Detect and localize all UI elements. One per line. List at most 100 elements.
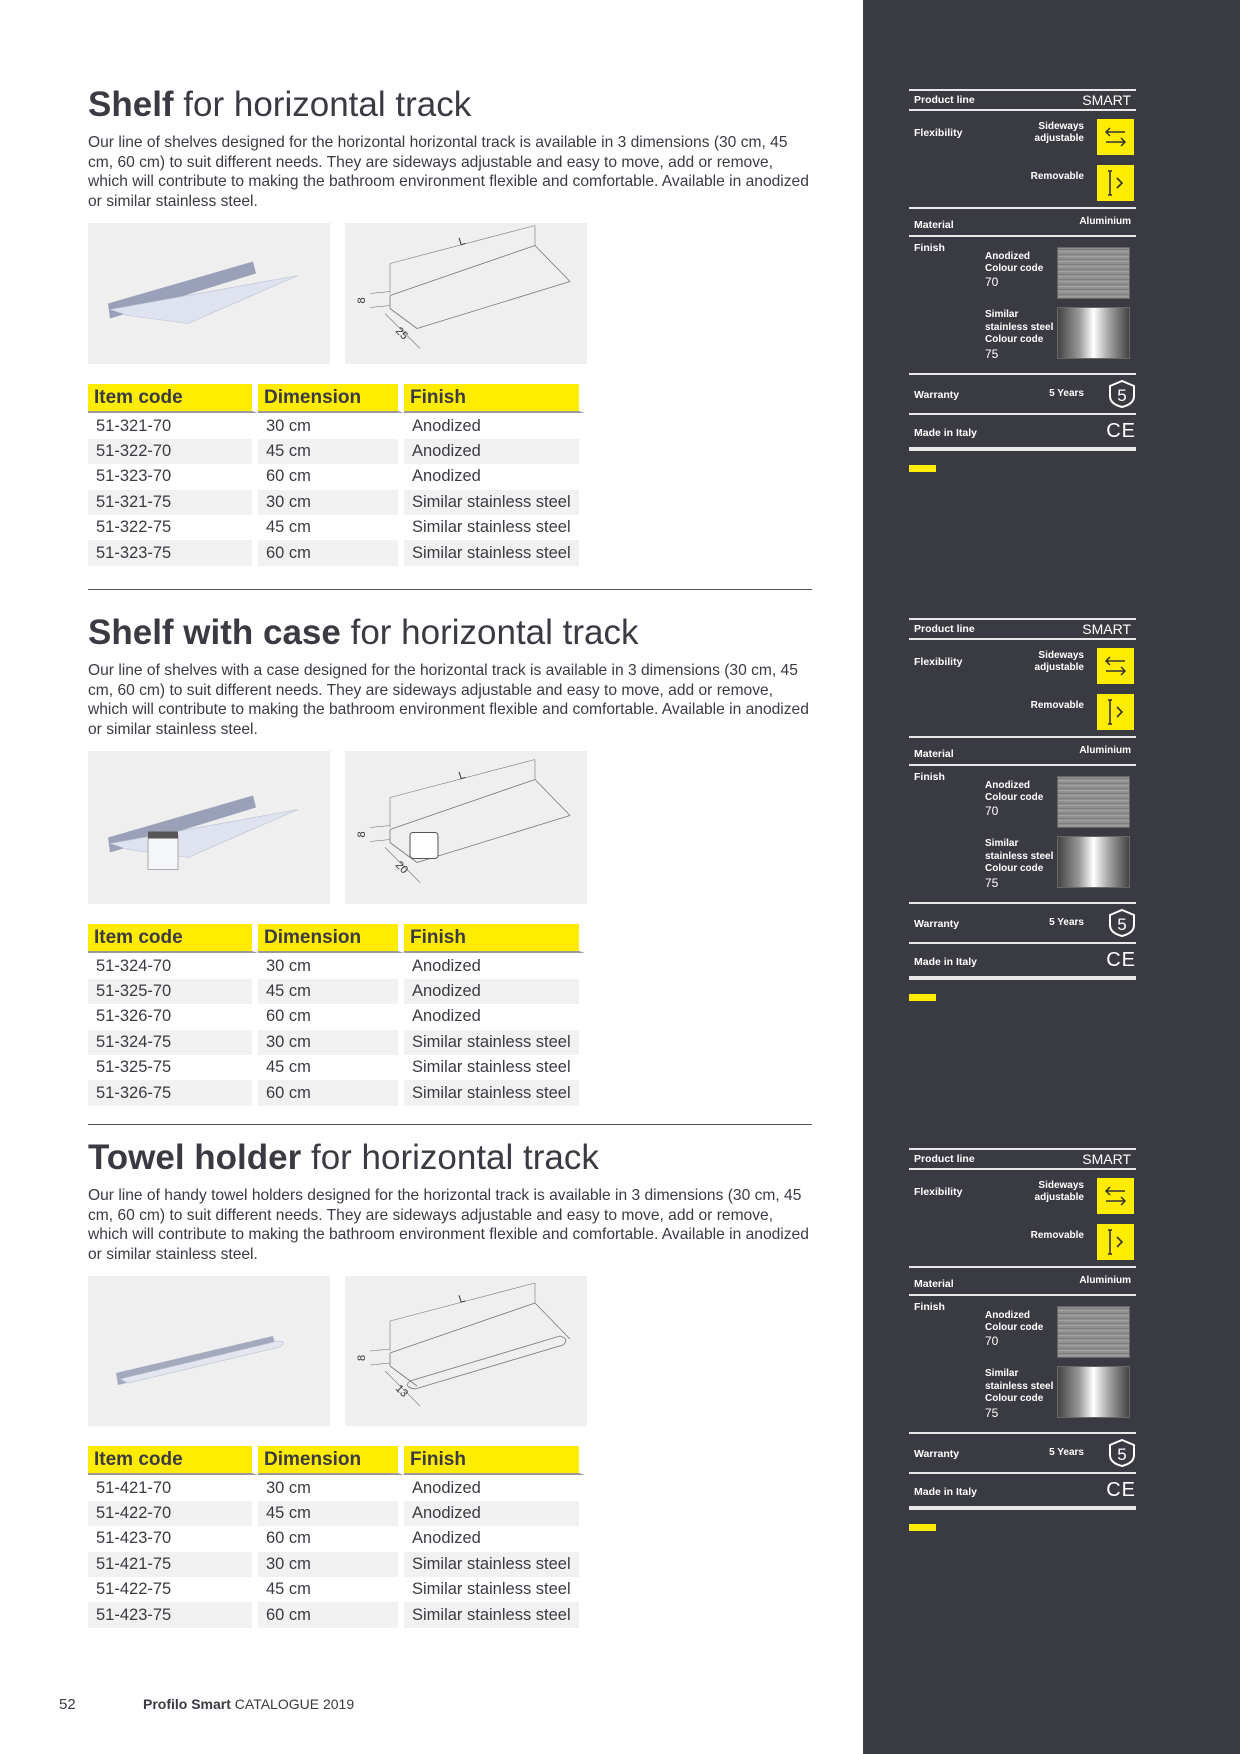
footer-title: Profilo Smart CATALOGUE 2019	[143, 1696, 354, 1712]
table-cell: Similar stainless steel	[404, 1029, 585, 1055]
stainless-swatch	[1057, 836, 1130, 888]
table-cell: Anodized	[404, 464, 585, 490]
table-row: 51-326-70 60 cm Anodized	[88, 1004, 585, 1030]
footer-brand: Profilo Smart	[143, 1696, 231, 1712]
title-bold: Shelf with case	[88, 613, 341, 652]
sideways-arrows-icon	[1097, 1178, 1134, 1214]
section-title: Shelf with case for horizontal track	[88, 613, 813, 653]
warranty-value: 5 Years	[1049, 917, 1084, 928]
finish-stainless-text: Similar stainless steel Colour code 75	[985, 838, 1054, 890]
table-cell: 51-321-75	[88, 489, 258, 515]
table-cell: 51-322-75	[88, 514, 258, 541]
made-in-italy-label: Made in Italy	[914, 1486, 978, 1498]
flexibility-label: Flexibility	[914, 656, 963, 668]
table-cell: Similar stainless steel	[404, 514, 585, 541]
product-image	[88, 1276, 330, 1427]
section-description: Our line of shelves designed for the hor…	[88, 134, 809, 210]
title-bold: Towel holder	[88, 1138, 302, 1177]
material-value: Aluminium	[1079, 1275, 1131, 1286]
table-cell: 51-423-75	[88, 1602, 258, 1628]
dimension-drawing: L 8 25	[356, 225, 571, 350]
section-divider	[88, 589, 812, 590]
column-header: Dimension	[258, 924, 404, 954]
made-in-italy-label: Made in Italy	[914, 956, 978, 968]
dimension-drawing: L 8 20	[356, 759, 571, 884]
table-cell: 51-323-70	[88, 464, 258, 490]
sideways-label: Sideways adjustable	[1034, 650, 1084, 673]
page-number: 52	[59, 1696, 76, 1713]
product-line-label: Product line	[914, 623, 975, 635]
table-cell: Similar stainless steel	[404, 1080, 585, 1106]
table-row: 51-322-70 45 cm Anodized	[88, 438, 585, 465]
table-row: 51-324-70 30 cm Anodized	[88, 953, 585, 979]
finish-label: Finish	[914, 242, 945, 254]
product-line-value: SMART	[1082, 621, 1131, 637]
finish-label: Finish	[914, 771, 945, 783]
finish-stainless-text: Similar stainless steel Colour code 75	[985, 1368, 1054, 1420]
section-description: Our line of shelves with a case designed…	[88, 662, 809, 738]
finish-anodized-text: Anodized Colour code 70	[985, 1310, 1044, 1348]
finish-stainless-text: Similar stainless steel Colour code 75	[985, 309, 1054, 361]
warranty-label: Warranty	[914, 918, 960, 930]
spec-panel: Product line SMART Flexibility Sideways a…	[909, 89, 1136, 472]
column-header: Finish	[404, 1446, 585, 1476]
accent-bar	[909, 994, 936, 1001]
table-cell: Similar stainless steel	[404, 1551, 585, 1577]
table-cell: 60 cm	[258, 540, 404, 566]
sideways-arrows-icon	[1097, 119, 1134, 155]
table-row: 51-323-75 60 cm Similar stainless steel	[88, 540, 585, 566]
table-row: 51-321-70 30 cm Anodized	[88, 413, 585, 439]
table-cell: 51-422-70	[88, 1500, 258, 1527]
title-rest: for horizontal track	[301, 1138, 599, 1177]
table-cell: 51-321-70	[88, 413, 258, 439]
technical-drawing: L 8 25	[345, 223, 587, 365]
technical-drawing: L 8 13	[345, 1276, 587, 1427]
section-title: Towel holder for horizontal track	[88, 1138, 813, 1178]
table-cell: Anodized	[404, 438, 585, 465]
table-row: 51-326-75 60 cm Similar stainless steel	[88, 1080, 585, 1106]
table-cell: 60 cm	[258, 1602, 404, 1628]
table-cell: 51-326-70	[88, 1004, 258, 1030]
table-cell: Anodized	[404, 978, 585, 1005]
material-value: Aluminium	[1079, 216, 1131, 227]
dim-length: L	[457, 235, 467, 248]
product-section: Towel holder for horizontal track Our li…	[88, 1138, 813, 1628]
table-cell: 60 cm	[258, 1004, 404, 1030]
finish-label: Finish	[914, 1301, 945, 1313]
dim-depth: 25	[393, 326, 410, 343]
product-render	[116, 1336, 284, 1386]
column-header: Dimension	[258, 1446, 404, 1476]
ce-mark-icon: CE	[1106, 949, 1136, 971]
footer-catalogue: CATALOGUE 2019	[230, 1696, 355, 1712]
spec-panel: Product line SMART Flexibility Sideways a…	[909, 1148, 1136, 1531]
item-table: Item code Dimension Finish 51-324-70 30 cm A…	[88, 924, 585, 1106]
table-cell: 60 cm	[258, 464, 404, 490]
table-row: 51-325-70 45 cm Anodized	[88, 978, 585, 1005]
product-section: Shelf with case for horizontal track Our…	[88, 613, 813, 1106]
ce-mark-icon: CE	[1106, 420, 1136, 442]
table-cell: 51-421-75	[88, 1551, 258, 1577]
accent-bar	[909, 1524, 936, 1531]
table-cell: 51-323-75	[88, 540, 258, 566]
technical-drawing: L 8 20	[345, 751, 587, 905]
sideways-label: Sideways adjustable	[1034, 121, 1084, 144]
sideways-label: Sideways adjustable	[1034, 1180, 1084, 1203]
finish-anodized-text: Anodized Colour code 70	[985, 780, 1044, 818]
table-cell: 45 cm	[258, 1054, 404, 1081]
warranty-shield-icon: 5	[1109, 908, 1135, 938]
table-cell: 45 cm	[258, 978, 404, 1005]
title-rest: for horizontal track	[340, 613, 639, 652]
table-cell: 30 cm	[258, 489, 404, 515]
section-title: Shelf for horizontal track	[88, 85, 813, 125]
product-image	[88, 751, 330, 905]
table-cell: 60 cm	[258, 1080, 404, 1106]
material-label: Material	[914, 748, 954, 760]
table-cell: 60 cm	[258, 1526, 404, 1552]
warranty-value: 5 Years	[1049, 1447, 1084, 1458]
table-cell: 30 cm	[258, 953, 404, 979]
table-cell: 51-422-75	[88, 1576, 258, 1603]
product-line-value: SMART	[1082, 1151, 1131, 1167]
stainless-swatch	[1057, 307, 1130, 359]
table-cell: Anodized	[404, 953, 585, 979]
svg-text:5: 5	[1117, 915, 1126, 934]
